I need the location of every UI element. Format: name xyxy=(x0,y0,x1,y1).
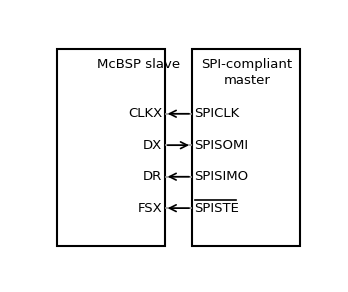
Text: SPI-compliant
master: SPI-compliant master xyxy=(201,58,293,86)
Text: DX: DX xyxy=(143,139,162,152)
Text: DR: DR xyxy=(143,170,162,183)
Text: SPISIMO: SPISIMO xyxy=(195,170,249,183)
Text: SPISOMI: SPISOMI xyxy=(195,139,249,152)
Text: SPICLK: SPICLK xyxy=(195,107,240,120)
Text: FSX: FSX xyxy=(137,202,162,215)
Text: McBSP slave: McBSP slave xyxy=(97,58,181,71)
Text: CLKX: CLKX xyxy=(128,107,162,120)
Bar xyxy=(192,48,300,246)
Bar xyxy=(57,48,165,246)
Text: SPISTE: SPISTE xyxy=(195,202,239,215)
